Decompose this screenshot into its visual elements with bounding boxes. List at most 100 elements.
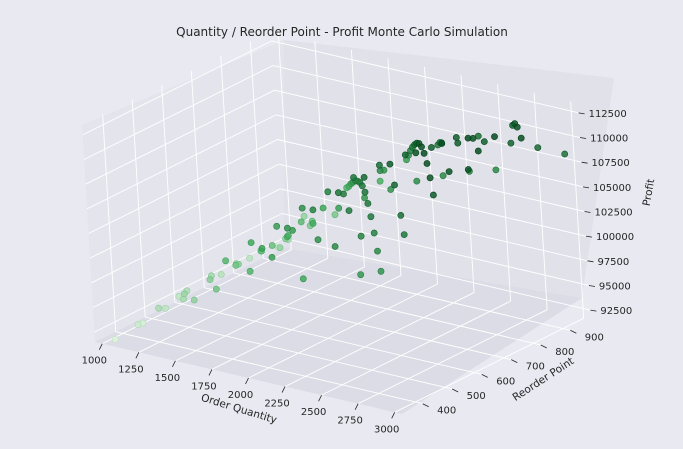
z-gridline [281,213,590,286]
data-point [309,220,317,227]
data-point [387,186,395,193]
z-tick-label: 112500 [589,109,627,120]
z-tick-mark [584,211,591,213]
x-tick-mark [281,386,286,393]
x-tick-mark [354,403,359,410]
y-tick-mark [540,344,547,349]
data-point [350,174,357,181]
data-point [345,207,353,214]
data-point [400,231,408,238]
data-point [423,160,431,167]
x-gridline [357,309,548,405]
z-tick-label: 102500 [595,208,633,219]
data-point [212,285,220,293]
x-gridline [138,257,329,353]
y-gridline [204,287,512,361]
x-tick-mark [318,394,322,402]
data-point [357,271,365,279]
data-point [401,151,409,159]
data-point [222,257,229,265]
z-gridline [283,237,591,311]
z-tick-label: 100000 [596,232,634,243]
data-point [439,172,447,180]
data-point [367,213,375,221]
data-point [413,177,421,185]
z-tick-mark [580,137,587,139]
z-tick-mark [578,112,585,115]
x-tick-label: 1000 [82,356,107,367]
data-point [247,239,255,246]
z-tick-mark [588,285,595,287]
z-tick-mark [581,161,588,164]
x-gridline [211,275,402,370]
x-tick-mark [172,360,176,368]
data-point [268,253,276,261]
z-gridline [278,163,587,237]
z-gridline [274,89,582,163]
data-point [297,218,305,226]
data-point [534,144,542,151]
data-point [376,177,384,185]
z-gridline [94,237,284,333]
x-gridline [394,317,584,413]
x-tick-label: 2000 [228,390,253,401]
data-point [319,204,327,212]
data-point [162,304,169,312]
data-point [464,166,472,173]
x-tick-label: 1750 [191,381,216,392]
y-tick-label: 900 [585,332,604,343]
x-tick-label: 3000 [374,424,399,435]
data-point [357,232,365,240]
x-gridline [248,283,438,379]
data-point [420,149,428,157]
data-point [283,224,291,232]
x-gridline [175,266,365,362]
x-tick-label: 2750 [337,416,362,427]
data-point [273,222,281,230]
z-tick-mark [585,235,593,238]
z-gridline [89,163,280,259]
data-point [300,212,308,220]
data-point [314,236,322,244]
data-point [246,267,254,275]
data-point [474,147,482,155]
data-point [134,321,142,329]
data-point [299,275,307,283]
data-point [386,160,394,168]
data-point [454,139,462,147]
z-gridline [86,114,277,210]
x-gridline [102,249,292,345]
data-points [111,120,569,343]
data-point [246,254,253,262]
z-tick-label: 92500 [600,306,632,317]
x-gridline [284,292,475,387]
data-point [331,211,339,219]
y-tick-label: 400 [437,406,456,417]
data-point [298,204,306,212]
grid [82,32,591,413]
x-tick-label: 1500 [155,373,180,384]
y-tick-label: 600 [496,376,515,387]
x-tick-label: 2250 [264,399,289,410]
z-tick-label: 110000 [590,134,628,145]
z-gridline [88,139,278,234]
y-gridline [233,272,541,346]
data-point [111,336,119,343]
x-gridline [321,300,511,396]
z-tick-label: 97500 [597,257,629,268]
data-point [324,188,332,196]
z-gridline [272,65,581,138]
y-tick-mark [481,373,488,378]
z-tick-mark [587,260,594,263]
data-point [284,232,292,239]
data-point [492,166,500,174]
data-point [358,182,366,190]
data-point [258,244,266,252]
y-tick-mark [452,388,459,393]
z-gridline [82,40,272,136]
z-gridline [275,114,584,188]
data-point [155,304,162,312]
x-tick-mark [208,369,213,376]
x-tick-label: 1250 [118,364,143,375]
data-point [268,242,276,249]
